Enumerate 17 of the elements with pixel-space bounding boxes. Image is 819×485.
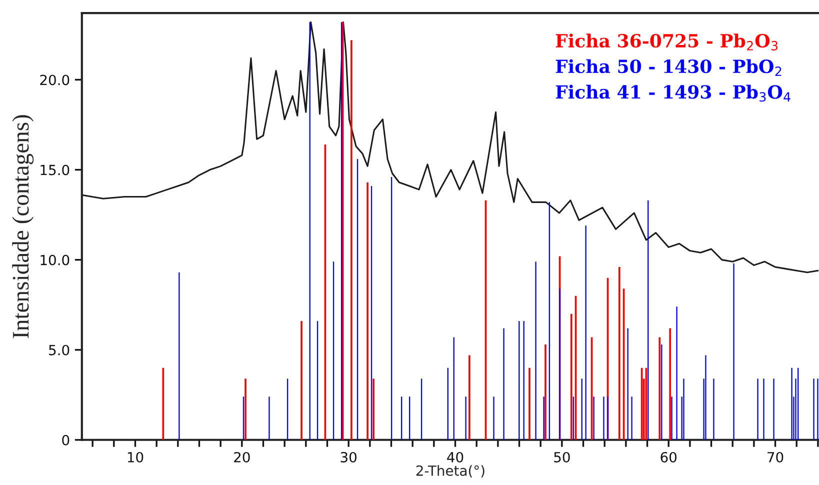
y-axis-title: Intensidade (contagens)	[12, 115, 34, 338]
x-tick-label: 60	[660, 452, 677, 462]
y-tick-label: 5.0	[49, 344, 70, 356]
y-tick-label: 10.0	[40, 254, 70, 266]
text: Ficha 36-0725 - Pb$_{2}$O$_{3}$	[556, 34, 778, 50]
x-tick-label: 30	[340, 452, 356, 462]
x-tick-label: 20	[234, 452, 250, 462]
y-tick-label: 15.0	[40, 164, 70, 176]
text: Ficha 50 - 1430 - PbO$_{2}$	[556, 59, 782, 76]
x-tick-label: 10	[128, 452, 144, 462]
y-tick-label: 20.0	[40, 74, 70, 86]
x-axis-title: 2-Theta(°)	[416, 465, 484, 478]
x-tick-label: 70	[768, 452, 784, 462]
x-tick-label: 50	[554, 452, 570, 462]
y-tick-label: 0	[62, 434, 70, 446]
text: Ficha 41 - 1493 - Pb$_{3}$O$_{4}$	[556, 84, 790, 102]
x-tick-label: 40	[447, 452, 464, 462]
